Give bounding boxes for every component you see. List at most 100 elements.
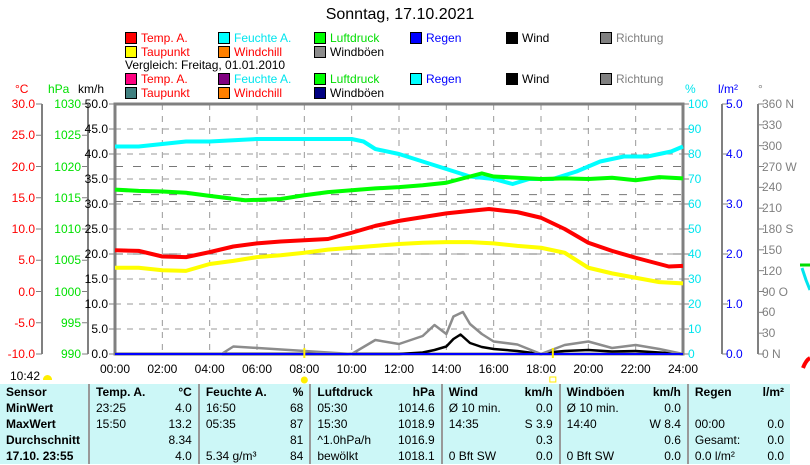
axis-tick-label: 330 [762, 117, 783, 132]
series-windb-en [115, 310, 684, 356]
x-tick-label: 18:00 [525, 362, 557, 376]
sunrise-label: 10:42 [10, 369, 41, 383]
table-cell: 0.0 [767, 433, 784, 447]
table-cell: 0.0 [664, 401, 681, 415]
legend-item: Richtung [600, 72, 663, 86]
direction-unit-label: ° [758, 82, 763, 96]
table-cell: hPa [412, 385, 435, 399]
table-cell: MaxWert [6, 417, 56, 431]
sun-icon [300, 376, 308, 384]
axis-tick-label: 2.0 [726, 247, 743, 261]
table-cell [440, 432, 515, 448]
legend-label: Temp. A. [141, 72, 188, 86]
legend-swatch [600, 32, 612, 44]
table-cell [197, 432, 282, 448]
table-cell: 1016.9 [397, 433, 435, 447]
table-row: MaxWert 15:50 13.2 05:35 87 15:30 1018.9 14:35 S… [0, 416, 790, 432]
legend-swatch [314, 87, 326, 99]
axis-tick-label: 90 O [762, 284, 789, 299]
axis-tick-label: 990 [60, 347, 81, 361]
legend-label: Richtung [616, 31, 664, 45]
table-cell: 81 [290, 433, 304, 447]
legend-label: Windchill [234, 45, 283, 59]
legend-swatch [125, 46, 137, 58]
axis-tick-label: 100 [688, 97, 709, 111]
table-header-row: Sensor Temp. A. °C Feuchte A.% Luftdruck hPa W… [0, 384, 790, 400]
axis-tick-label: 150 [762, 242, 783, 257]
legend-item: Windböen [314, 86, 384, 100]
axis-tick-label: 1020 [54, 159, 81, 174]
x-tick-label: 22:00 [620, 362, 651, 376]
legend-swatch [125, 32, 137, 44]
axis-tick-label: 1025 [54, 128, 81, 143]
table-cell: S 3.9 [524, 417, 553, 431]
moon-icon [549, 376, 557, 383]
table-cell: 1018.1 [397, 449, 435, 463]
table-cell [87, 432, 159, 448]
pressure-unit-label: hPa [48, 82, 70, 96]
table-cell: 84 [290, 449, 304, 463]
table-cell: °C [178, 385, 192, 399]
table-cell: 05:35 [197, 416, 282, 432]
table-cell: 8.34 [168, 433, 192, 447]
legend-swatch [218, 32, 230, 44]
legend-swatch [314, 32, 326, 44]
axis-tick-label: 10.0 [11, 222, 35, 236]
legend-label: Windchill [234, 86, 283, 100]
table-cell: 15:50 [87, 416, 159, 432]
axis-tick-label: 1.0 [726, 297, 743, 311]
x-tick-label: 00:00 [99, 362, 131, 376]
table-cell: km/h [652, 385, 681, 399]
legend-item: Wind [506, 31, 549, 45]
axis-tick-label: 1030 [54, 97, 81, 111]
legend-item: Feuchte A. [218, 31, 291, 45]
table-cell: l/m² [762, 385, 784, 399]
series-luftdruck [114, 171, 684, 203]
table-cell: 1018.9 [397, 417, 435, 431]
x-tick-label: 20:00 [573, 362, 604, 376]
table-cell: Durchschnitt [6, 433, 81, 447]
axis-tick-label: 40.0 [84, 147, 108, 161]
x-tick-label: 08:00 [289, 362, 320, 376]
axis-tick-label: 210 [762, 201, 783, 216]
axis-tick-label: 30.0 [84, 197, 108, 211]
axis-tick-label: 50 [688, 222, 702, 236]
series-feuchte-a- [115, 137, 684, 186]
table-cell: 4.0 [175, 401, 192, 415]
wind-unit-label: km/h [78, 82, 105, 96]
axis-tick-label: 40 [688, 247, 702, 261]
humidity-unit-label: % [685, 82, 696, 96]
table-cell: 4.0 [175, 449, 192, 463]
axis-tick-label: -10.0 [7, 347, 35, 361]
axis-tick-label: 60 [688, 197, 702, 211]
side-gauge [801, 356, 810, 369]
table-cell: 17.10. 23:55 [6, 449, 74, 463]
axis-tick-label: 5.0 [726, 97, 743, 111]
table-cell: 13.2 [168, 417, 192, 431]
statistics-table: Sensor Temp. A. °C Feuchte A.% Luftdruck hPa W… [0, 384, 790, 464]
table-cell [686, 400, 753, 416]
table-cell: W 8.4 [649, 417, 681, 431]
axis-tick-label: 300 [762, 138, 783, 153]
axis-tick-label: 5.0 [18, 253, 35, 268]
x-tick-label: 14:00 [431, 362, 462, 376]
temp-unit-label: °C [15, 82, 29, 96]
axis-tick-label: 20.0 [84, 247, 108, 261]
table-cell: Sensor [6, 385, 47, 399]
table-cell: % [292, 385, 304, 399]
table-cell: 00:00 [686, 416, 753, 432]
legend-item: Windböen [314, 45, 384, 59]
legend-label: Wind [522, 72, 550, 86]
table-cell: Gesamt: [686, 432, 753, 448]
legend-label: Regen [426, 72, 462, 86]
table-cell: 16:50 [197, 400, 282, 416]
axis-tick-label: 0 [688, 347, 695, 361]
table-cell: 1014.6 [397, 401, 435, 415]
table-cell: 0.0 [535, 401, 553, 415]
axis-tick-label: 1005 [54, 253, 81, 268]
series-temp-a- [114, 207, 684, 269]
chart-title: Sonntag, 17.10.2021 [325, 6, 475, 23]
axis-tick-label: 0.0 [91, 347, 108, 361]
table-cell: Ø 10 min. [558, 400, 639, 416]
